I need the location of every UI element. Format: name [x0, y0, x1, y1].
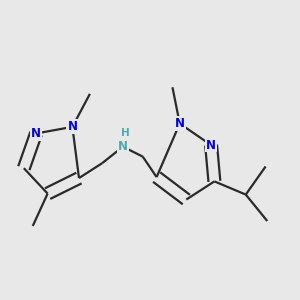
Text: N: N — [206, 139, 216, 152]
Text: N: N — [68, 120, 77, 134]
Text: H: H — [121, 128, 130, 138]
Text: N: N — [118, 140, 128, 153]
Text: N: N — [175, 117, 185, 130]
Text: N: N — [31, 127, 41, 140]
